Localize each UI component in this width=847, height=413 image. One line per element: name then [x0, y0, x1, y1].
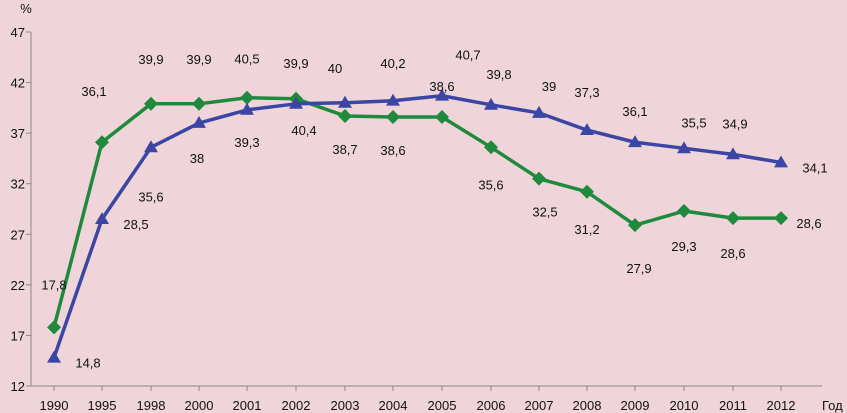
data-label: 27,9 — [626, 261, 651, 276]
data-label: 34,1 — [802, 160, 827, 175]
triangle-marker — [240, 102, 254, 115]
data-label: 38,6 — [380, 143, 405, 158]
x-tick-label: 2002 — [282, 398, 311, 413]
x-axis-label: Год — [822, 398, 843, 413]
x-tick-label: 2011 — [719, 398, 747, 413]
data-label: 35,6 — [478, 177, 503, 192]
diamond-marker — [677, 204, 691, 219]
triangle-marker — [677, 141, 691, 154]
x-tick-label: 2009 — [621, 398, 650, 413]
data-label: 39,9 — [283, 56, 308, 71]
diamond-marker — [484, 140, 498, 155]
diamond-marker — [726, 211, 740, 226]
triangle-marker — [532, 105, 546, 118]
triangle-marker — [192, 116, 206, 128]
data-label: 35,5 — [681, 115, 706, 130]
data-label: 28,5 — [123, 217, 148, 232]
data-label: 39 — [542, 79, 556, 94]
triangle-marker — [289, 96, 303, 109]
x-tick-label: 1998 — [137, 398, 166, 413]
triangle-marker — [484, 97, 498, 110]
data-label: 39,9 — [138, 52, 163, 67]
data-label: 36,1 — [622, 104, 647, 119]
data-label: 40,4 — [291, 123, 316, 138]
y-tick-label: 12 — [11, 379, 25, 394]
x-tick-label: 2004 — [379, 398, 408, 413]
data-label: 28,6 — [796, 216, 821, 231]
y-tick-label: 47 — [11, 25, 25, 40]
triangle-marker — [144, 140, 158, 153]
diamond-marker — [95, 135, 109, 150]
data-label: 32,5 — [532, 205, 557, 220]
data-label: 39,3 — [234, 135, 259, 150]
data-label: 40,2 — [380, 56, 405, 71]
diamond-marker — [240, 90, 254, 105]
x-tick-label: 2005 — [428, 398, 457, 413]
y-tick-label: 22 — [11, 278, 25, 293]
data-label: 38,7 — [332, 142, 357, 157]
triangle-marker — [47, 350, 61, 363]
triangle-marker — [95, 212, 109, 225]
data-label: 17,8 — [41, 277, 66, 292]
x-tick-label: 1990 — [40, 398, 69, 413]
data-label: 28,6 — [720, 246, 745, 261]
data-label: 40,7 — [455, 48, 480, 63]
x-tick-label: 2001 — [233, 398, 262, 413]
data-label: 37,3 — [574, 85, 599, 100]
data-label: 34,9 — [722, 116, 747, 131]
y-tick-label: 32 — [11, 177, 25, 192]
triangle-marker — [774, 155, 788, 168]
data-label: 36,1 — [81, 84, 106, 99]
triangle-marker — [726, 147, 740, 160]
series-line-1 — [52, 95, 781, 328]
data-labels: 17,8 36,1 39,9 39,9 40,5 40,4 38,7 38,6 38,6 35,6… — [41, 48, 827, 371]
x-tick-label: 2000 — [185, 398, 214, 413]
x-tick-label: 2008 — [573, 398, 602, 413]
data-label: 40 — [328, 61, 342, 76]
y-tick-label: 37 — [11, 126, 25, 141]
data-label: 39,8 — [486, 67, 511, 82]
data-label: 38 — [190, 151, 204, 166]
data-label: 39,9 — [186, 52, 211, 67]
series-lines — [52, 93, 782, 359]
diamond-marker — [774, 211, 788, 226]
y-tick-label: 17 — [11, 328, 25, 343]
x-tick-label: 1995 — [88, 398, 117, 413]
diamond-marker — [47, 320, 61, 335]
chart-axes: 12 17 22 27 32 37 42 47% 1990 1995 1998 2000 2001 200… — [11, 1, 844, 413]
triangle-marker — [628, 135, 642, 148]
data-label: 31,2 — [574, 222, 599, 237]
diamond-marker — [580, 184, 594, 199]
y-tick-label: 42 — [11, 76, 25, 91]
triangle-marker — [338, 95, 352, 108]
diamond-marker — [144, 96, 158, 111]
diamond-marker — [192, 96, 206, 111]
series-markers — [47, 88, 788, 363]
triangle-marker — [386, 93, 400, 106]
data-label: 35,6 — [138, 189, 163, 204]
x-tick-label: 2003 — [331, 398, 360, 413]
diamond-marker — [532, 171, 546, 186]
x-tick-label: 2012 — [767, 398, 796, 413]
diamond-marker — [386, 109, 400, 124]
x-tick-label: 2010 — [670, 398, 699, 413]
series-line-2 — [52, 93, 782, 359]
triangle-marker — [435, 88, 449, 101]
diamond-marker — [435, 109, 449, 124]
data-label: 14,8 — [75, 356, 100, 371]
data-label: 38,6 — [429, 79, 454, 94]
triangle-marker — [580, 123, 594, 136]
diamond-marker — [338, 108, 352, 123]
y-tick-label: 27 — [11, 227, 25, 242]
data-label: 40,5 — [234, 52, 259, 67]
x-tick-label: 2006 — [477, 398, 506, 413]
y-axis-label: % — [20, 1, 32, 16]
data-label: 29,3 — [671, 239, 696, 254]
diamond-marker — [628, 218, 642, 233]
x-tick-label: 2007 — [525, 398, 554, 413]
